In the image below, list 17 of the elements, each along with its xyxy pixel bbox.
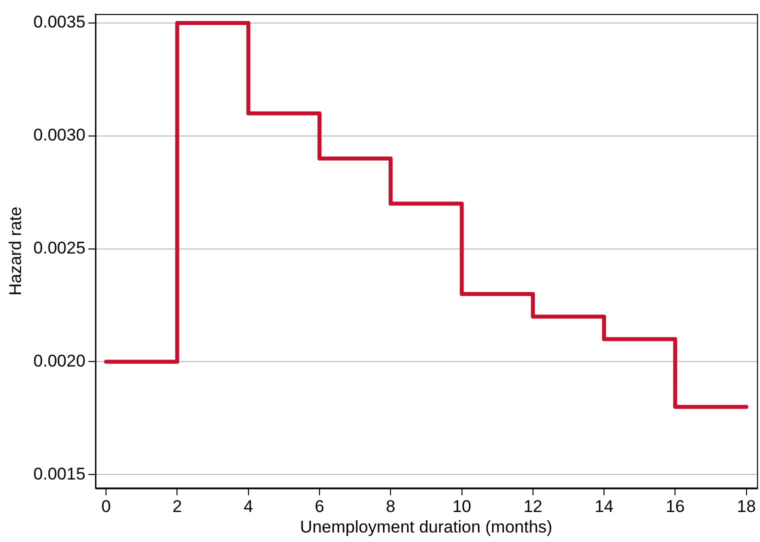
y-tick-label: 0.0035	[33, 12, 86, 32]
y-axis-title: Hazard rate	[6, 206, 25, 296]
y-tick-label: 0.0030	[33, 126, 86, 145]
x-tick-label: 2	[172, 497, 182, 516]
x-tick-label: 0	[101, 497, 111, 516]
x-tick-label: 6	[314, 497, 324, 516]
x-axis-title: Unemployment duration (months)	[300, 517, 552, 536]
x-tick-label: 8	[386, 497, 396, 516]
x-tick-label: 12	[523, 497, 542, 516]
y-tick-label: 0.0015	[33, 464, 86, 484]
x-tick-label: 16	[666, 497, 685, 516]
x-tick-label: 4	[244, 497, 254, 516]
y-tick-label: 0.0020	[33, 351, 86, 370]
x-tick-label: 14	[594, 497, 614, 516]
x-tick-label: 10	[452, 497, 472, 516]
y-tick-label: 0.0025	[33, 238, 86, 258]
x-tick-label: 18	[736, 497, 756, 516]
